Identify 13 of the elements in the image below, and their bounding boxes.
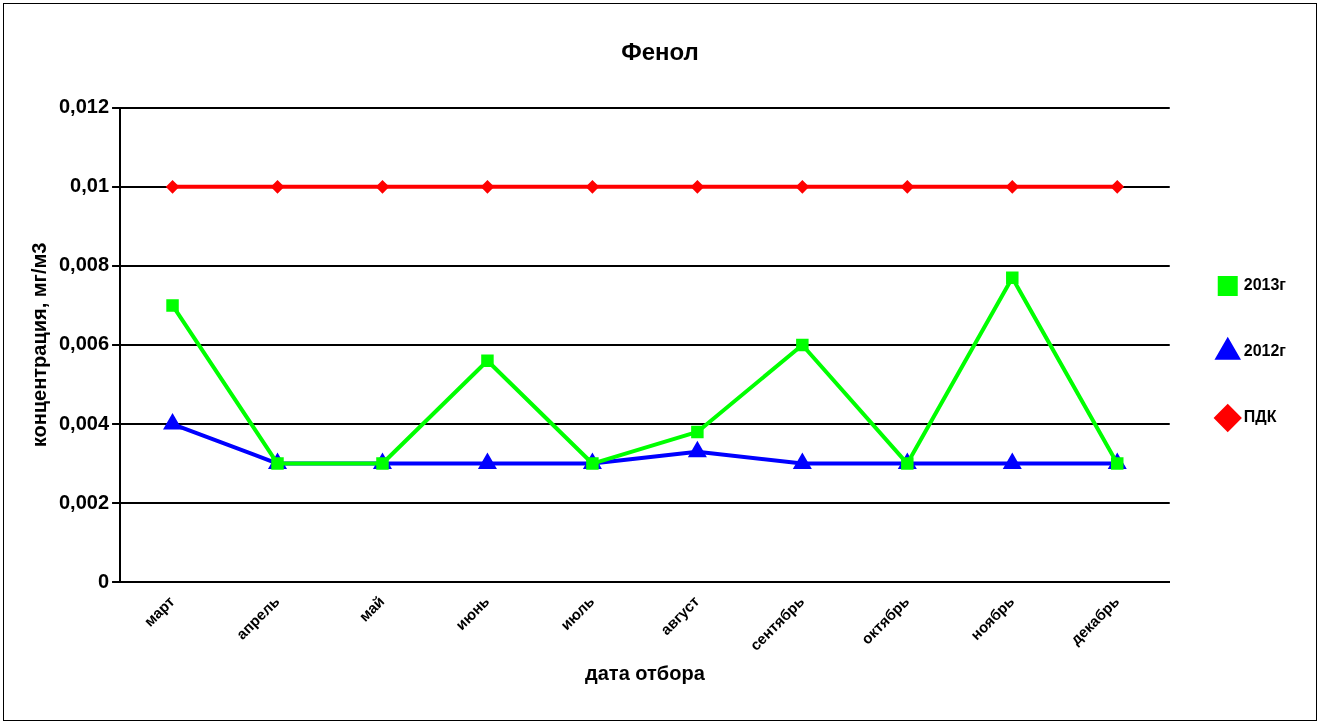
legend-label: ПДК (1243, 408, 1277, 426)
x-axis-title: дата отбора (585, 661, 706, 684)
y-tick-label: 0,006 (58, 332, 110, 355)
y-tick-label: 0,004 (58, 411, 110, 434)
chart-title: Фенол (621, 38, 699, 66)
y-axis-title: концентрация, мг/м3 (27, 242, 50, 448)
legend-label: 2013г (1243, 276, 1287, 294)
legend-label: 2012г (1243, 342, 1287, 360)
y-tick-label: 0,002 (58, 490, 110, 513)
y-tick-label: 0 (97, 569, 110, 592)
y-tick-label: 0,01 (70, 174, 110, 197)
y-tick-label: 0,012 (58, 95, 110, 118)
y-tick-label: 0,008 (58, 253, 110, 276)
